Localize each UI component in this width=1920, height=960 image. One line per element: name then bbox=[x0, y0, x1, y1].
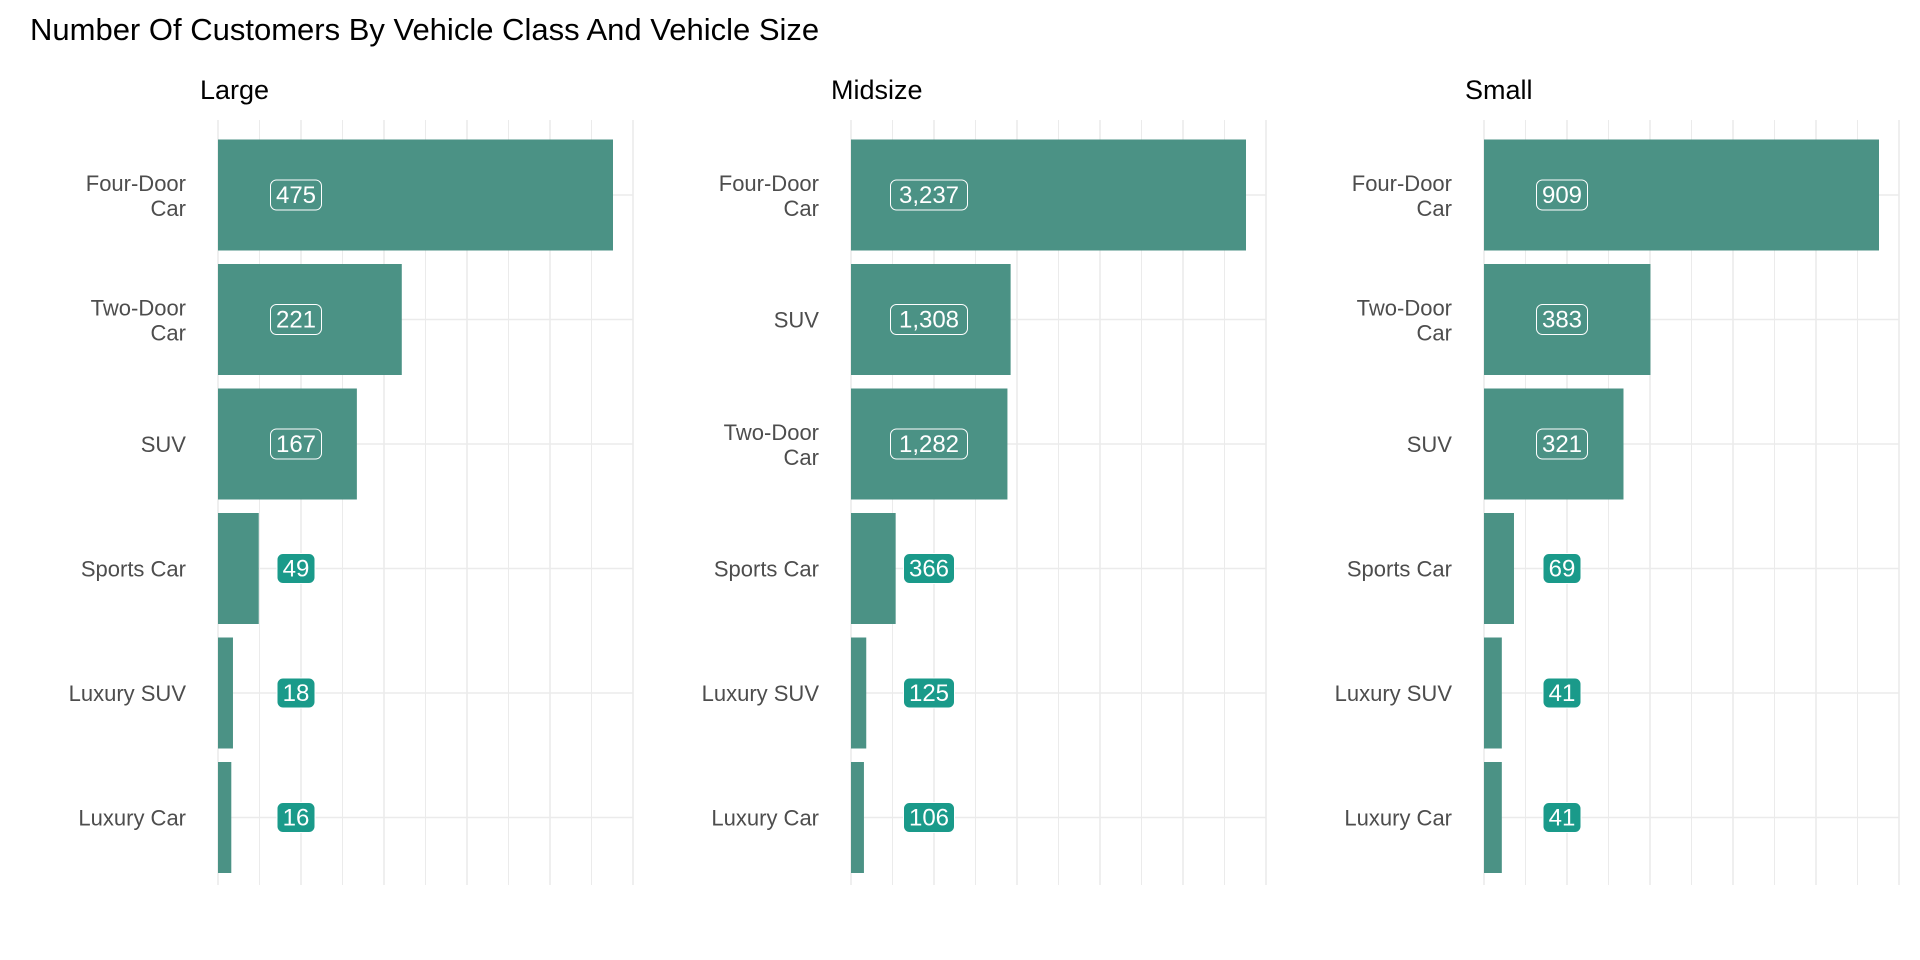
facet-midsize: Midsize Four-Door Car 3,237 SUV 1,308 Two-Door… bbox=[702, 75, 1267, 885]
facet-title: Midsize bbox=[831, 75, 923, 105]
bar bbox=[851, 264, 1011, 375]
category-label: Luxury Car bbox=[711, 806, 819, 831]
data-label-box bbox=[276, 802, 316, 833]
category-label: Four-Door Car bbox=[719, 171, 819, 221]
bar bbox=[218, 139, 613, 251]
facet-title: Small bbox=[1465, 75, 1533, 105]
bar bbox=[1484, 762, 1502, 873]
data-label-box bbox=[270, 304, 322, 335]
data-label-box bbox=[1536, 428, 1588, 460]
data-label: 909 bbox=[1542, 182, 1582, 209]
category-label: SUV bbox=[774, 308, 820, 333]
category-label: Luxury Car bbox=[78, 806, 186, 831]
data-label-box bbox=[1536, 179, 1588, 211]
data-label: 475 bbox=[276, 182, 316, 209]
bar bbox=[1484, 388, 1624, 500]
data-label-box bbox=[1542, 677, 1582, 709]
data-label: 41 bbox=[1549, 680, 1576, 707]
data-label: 321 bbox=[1542, 431, 1582, 458]
data-label-box bbox=[903, 553, 955, 584]
data-label: 383 bbox=[1542, 307, 1582, 334]
facet-panels: Large Four-Door Car 475 Two-Door Car 221 SUV 167… bbox=[69, 75, 1900, 885]
bar bbox=[1484, 139, 1879, 251]
category-label: Two-Door Car bbox=[724, 420, 819, 470]
data-label-box bbox=[890, 179, 968, 211]
category-label: Luxury SUV bbox=[702, 681, 820, 706]
category-label: Two-Door Car bbox=[1357, 296, 1452, 346]
data-label: 41 bbox=[1549, 805, 1576, 832]
data-label: 1,282 bbox=[899, 431, 959, 458]
data-label-box bbox=[1542, 553, 1582, 584]
bar bbox=[851, 388, 1008, 500]
category-label: Sports Car bbox=[714, 557, 819, 582]
data-label-box bbox=[276, 677, 316, 709]
category-label: Two-Door Car bbox=[91, 296, 186, 346]
bar bbox=[851, 762, 864, 873]
bar bbox=[1484, 513, 1514, 624]
bar bbox=[851, 139, 1246, 251]
category-label: Sports Car bbox=[81, 557, 186, 582]
data-label: 16 bbox=[283, 805, 310, 832]
category-label: SUV bbox=[1407, 432, 1453, 457]
data-label: 221 bbox=[276, 307, 316, 334]
data-label: 106 bbox=[909, 805, 949, 832]
data-label: 366 bbox=[909, 556, 949, 583]
category-label: Luxury SUV bbox=[1335, 681, 1453, 706]
chart-title: Number Of Customers By Vehicle Class And… bbox=[30, 12, 819, 47]
data-label-box bbox=[890, 428, 968, 460]
bar bbox=[218, 388, 357, 500]
data-label-box bbox=[276, 553, 316, 584]
bar bbox=[1484, 264, 1651, 375]
bar bbox=[218, 513, 259, 624]
data-label: 49 bbox=[283, 556, 310, 583]
bar bbox=[218, 264, 402, 375]
data-label: 69 bbox=[1549, 556, 1576, 583]
facet-large: Large Four-Door Car 475 Two-Door Car 221 SUV 167… bbox=[69, 75, 634, 885]
facet-title: Large bbox=[200, 75, 269, 105]
data-label: 167 bbox=[276, 431, 316, 458]
bar bbox=[218, 762, 232, 873]
bar bbox=[1484, 637, 1502, 749]
category-label: SUV bbox=[141, 432, 187, 457]
data-label: 3,237 bbox=[899, 182, 959, 209]
category-label: Four-Door Car bbox=[86, 171, 186, 221]
data-label-box bbox=[270, 179, 322, 211]
data-label-box bbox=[903, 677, 955, 709]
data-label-box bbox=[270, 428, 322, 460]
category-label: Luxury Car bbox=[1344, 806, 1452, 831]
bar bbox=[851, 637, 867, 749]
data-label: 125 bbox=[909, 680, 949, 707]
data-label-box bbox=[890, 304, 968, 335]
data-label-box bbox=[1542, 802, 1582, 833]
bar bbox=[851, 513, 896, 624]
category-label: Sports Car bbox=[1347, 557, 1452, 582]
data-label: 18 bbox=[283, 680, 310, 707]
bar bbox=[218, 637, 233, 749]
data-label-box bbox=[903, 802, 955, 833]
data-label-box bbox=[1536, 304, 1588, 335]
facet-small: Small Four-Door Car 909 Two-Door Car 383 SUV 321… bbox=[1335, 75, 1900, 885]
category-label: Four-Door Car bbox=[1352, 171, 1452, 221]
category-label: Luxury SUV bbox=[69, 681, 187, 706]
data-label: 1,308 bbox=[899, 307, 959, 334]
